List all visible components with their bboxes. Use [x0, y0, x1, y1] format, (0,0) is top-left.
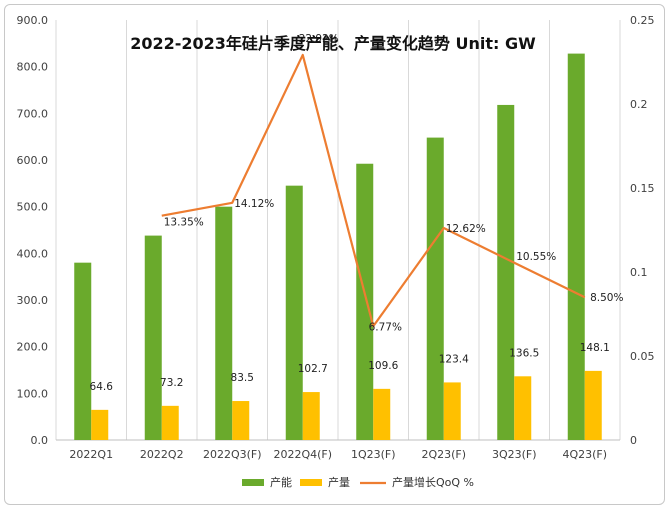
bar-capacity — [285, 185, 303, 440]
data-label-output: 148.1 — [580, 342, 610, 354]
data-label-output: 136.5 — [509, 347, 539, 359]
data-label-output: 73.2 — [160, 377, 183, 389]
legend-swatch-capacity — [242, 479, 264, 486]
bar-output — [514, 376, 532, 440]
x-tick-label: 2022Q3(F) — [203, 448, 262, 461]
legend-label-qoq: 产量增长QoQ % — [392, 475, 474, 489]
bar-capacity — [497, 104, 515, 440]
bar-output — [584, 370, 602, 440]
y-right-tick-label: 0.1 — [630, 266, 648, 279]
data-label-qoq: 13.35% — [164, 217, 204, 229]
y-left-tick-label: 0.0 — [31, 434, 49, 447]
x-tick-label: 1Q23(F) — [351, 448, 396, 461]
bar-capacity — [215, 206, 233, 440]
x-tick-label: 2Q23(F) — [421, 448, 466, 461]
y-left-tick-label: 500.0 — [17, 201, 49, 214]
y-right-tick-label: 0.15 — [630, 182, 655, 195]
chart-title: 2022-2023年硅片季度产能、产量变化趋势 Unit: GW — [130, 34, 536, 53]
bar-output — [161, 405, 179, 440]
data-label-qoq: 22.92% — [299, 33, 339, 45]
data-label-qoq: 8.50% — [590, 292, 623, 304]
x-tick-label: 2022Q1 — [69, 448, 113, 461]
y-left-tick-label: 400.0 — [17, 247, 49, 260]
x-tick-label: 2022Q4(F) — [273, 448, 332, 461]
line-qoq-growth — [161, 53, 586, 328]
bar-capacity — [356, 163, 374, 440]
bar-output — [373, 388, 391, 440]
bar-capacity — [567, 53, 585, 440]
bar-output — [91, 409, 109, 440]
data-label-output: 102.7 — [298, 363, 328, 375]
data-label-qoq: 14.12% — [234, 198, 274, 210]
y-right-tick-label: 0.25 — [630, 14, 655, 27]
y-left-tick-label: 900.0 — [17, 14, 49, 27]
data-label-qoq: 6.77% — [369, 321, 402, 333]
data-label-qoq: 10.55% — [516, 251, 556, 263]
bar-output — [443, 382, 461, 440]
y-left-tick-label: 200.0 — [17, 341, 49, 354]
y-left-tick-label: 800.0 — [17, 61, 49, 74]
bar-output — [302, 392, 320, 440]
data-label-output: 64.6 — [90, 381, 114, 393]
bar-capacity — [426, 137, 444, 440]
y-right-tick-label: 0.05 — [630, 350, 655, 363]
x-tick-label: 3Q23(F) — [492, 448, 537, 461]
y-right-tick-label: 0.2 — [630, 98, 648, 111]
y-left-tick-label: 100.0 — [17, 387, 49, 400]
data-label-output: 83.5 — [231, 372, 254, 384]
bar-capacity — [74, 262, 92, 440]
y-left-tick-label: 300.0 — [17, 294, 49, 307]
x-tick-label: 4Q23(F) — [562, 448, 607, 461]
bar-output — [232, 401, 250, 440]
data-label-qoq: 12.62% — [446, 223, 486, 235]
legend-label-output: 产量 — [328, 475, 350, 489]
y-left-tick-label: 700.0 — [17, 107, 49, 120]
y-right-tick-label: 0 — [630, 434, 637, 447]
chart-frame — [4, 4, 665, 505]
y-left-tick-label: 600.0 — [17, 154, 49, 167]
data-label-output: 109.6 — [368, 360, 398, 372]
data-label-output: 123.4 — [439, 353, 469, 365]
bar-capacity — [144, 235, 162, 440]
legend-swatch-output — [300, 479, 322, 486]
x-tick-label: 2022Q2 — [140, 448, 184, 461]
legend-label-capacity: 产能 — [270, 475, 292, 489]
